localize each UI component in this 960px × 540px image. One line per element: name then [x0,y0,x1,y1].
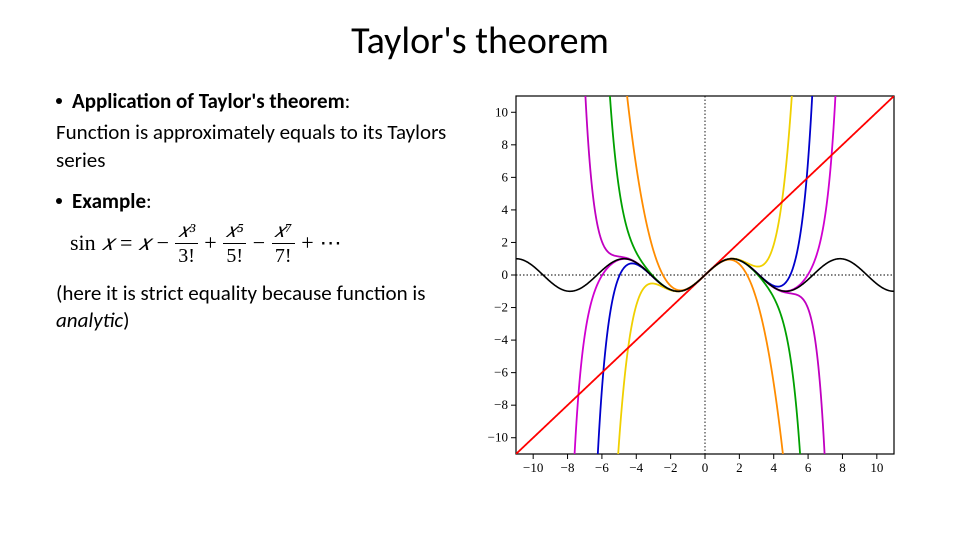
taylor-formula: sin 𝑥 = 𝑥 − 𝑥³ 3! + 𝑥⁵ 5! − 𝑥⁷ 7! + ⋯ [70,221,456,266]
svg-text:−2: −2 [664,460,678,475]
svg-text:10: 10 [870,460,883,475]
bullet-application: Application of Taylor's theorem: [56,88,456,115]
svg-text:−8: −8 [494,397,508,412]
svg-text:6: 6 [805,460,812,475]
formula-dots: ⋯ [320,229,342,258]
svg-text:8: 8 [502,137,509,152]
note-text: (here it is strict equality because func… [56,280,456,335]
svg-text:4: 4 [502,202,509,217]
formula-frac3: 𝑥³ 3! [175,221,198,266]
formula-var: 𝑥 [102,229,114,258]
app-heading: Application of Taylor's theorem [72,88,345,114]
svg-text:4: 4 [770,460,777,475]
svg-text:−4: −4 [494,332,508,347]
formula-frac7: 𝑥⁷ 7! [271,221,295,266]
svg-text:−4: −4 [629,460,643,475]
bullet-text: Application of Taylor's theorem: [72,88,350,115]
svg-text:−6: −6 [595,460,609,475]
svg-text:−2: −2 [494,300,508,315]
svg-text:10: 10 [495,104,508,119]
chart-svg: −10 −8 −6 −4 −2 0 2 4 6 8 10 −10 −8 −6 −4 −2 0 2 4 6 8 10 [472,88,902,480]
formula-plus1: + [204,229,216,258]
formula-t1: 𝑥 [138,229,150,258]
text-column: Application of Taylor's theorem: Functio… [56,88,456,349]
slide: Taylor's theorem Application of Taylor's… [0,0,960,540]
svg-text:2: 2 [736,460,743,475]
example-heading: Example [72,188,146,214]
bullet-dot-icon [56,98,62,104]
svg-text:−8: −8 [561,460,575,475]
bullet-example: Example: [56,188,456,215]
bullet-dot-icon [56,198,62,204]
formula-plus2: + [301,229,313,258]
svg-text:6: 6 [502,169,509,184]
formula-lhs: sin [70,229,96,258]
app-body: Function is approximately equals to its … [56,119,456,174]
svg-text:−6: −6 [494,365,508,380]
taylor-chart: −10 −8 −6 −4 −2 0 2 4 6 8 10 −10 −8 −6 −4 −2 0 2 4 6 8 10 [472,88,902,480]
svg-text:0: 0 [502,267,509,282]
svg-text:−10: −10 [523,460,543,475]
formula-frac5: 𝑥⁵ 5! [223,221,247,266]
formula-eq: = [120,229,132,258]
svg-text:0: 0 [702,460,709,475]
svg-text:−10: −10 [488,430,508,445]
formula-minus1: − [157,229,169,258]
svg-text:2: 2 [502,234,509,249]
bullet-text: Example: [72,188,152,215]
svg-text:8: 8 [839,460,846,475]
formula-minus2: − [253,229,265,258]
page-title: Taylor's theorem [0,18,960,64]
